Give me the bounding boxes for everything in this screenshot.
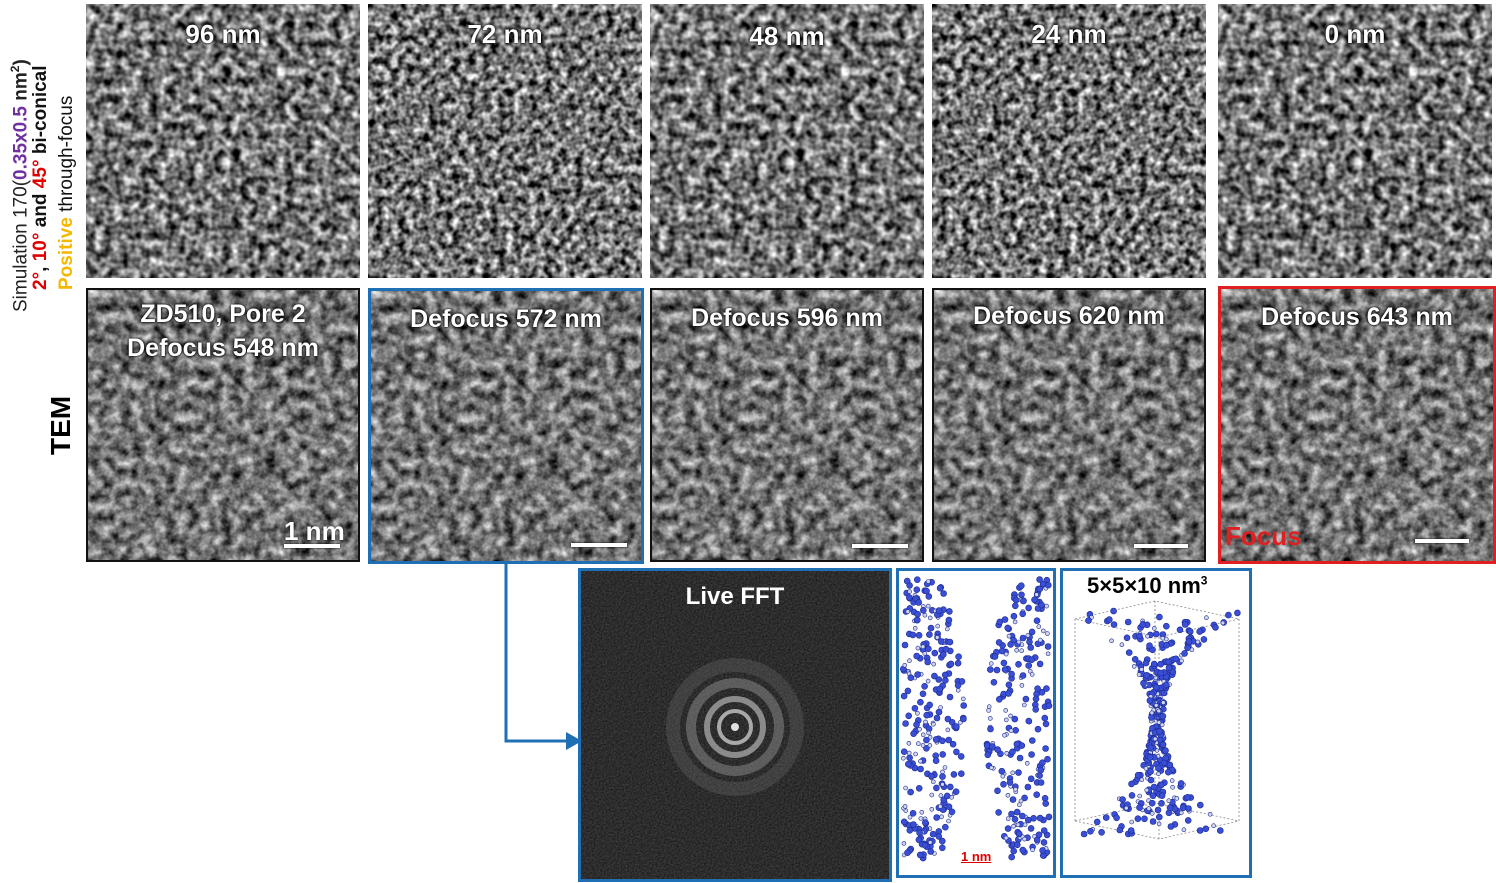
tem-panel-596: Defocus 596 nm — [650, 288, 924, 562]
fft-image — [581, 571, 889, 879]
cone-angles-label: 2°, 10° and 45° bi-conical — [30, 65, 52, 290]
sim-noise-image — [650, 4, 924, 278]
biconical-text: bi-conical — [30, 65, 51, 160]
tem-noise-image — [652, 290, 922, 560]
sim-defocus-label: 72 nm — [467, 19, 543, 49]
angle-and: and — [30, 188, 51, 233]
sim-noise-image — [368, 4, 642, 278]
scale-bar — [852, 544, 908, 548]
sim-panel-0: 0 nm — [1218, 4, 1492, 278]
sim-defocus-label: 24 nm — [1031, 19, 1107, 49]
sim-noise-image — [1218, 4, 1492, 278]
sim-label-unit: nm — [10, 72, 32, 106]
model-size-sup: 3 — [1200, 573, 1208, 588]
fft-label: Live FFT — [685, 583, 785, 610]
scale-bar — [284, 544, 340, 548]
sim-noise-image — [932, 4, 1206, 278]
model-3d-panel: 5×5×10 nm3 — [1060, 568, 1252, 878]
tem-noise-image — [934, 290, 1204, 560]
angle-2: 2° — [30, 271, 51, 290]
sim-panel-72: 72 nm — [368, 4, 642, 278]
tem-panel-643: Defocus 643 nm Focus — [1218, 286, 1496, 564]
tem-defocus-label: Defocus 572 nm — [410, 305, 602, 333]
tem-defocus-label: Defocus 643 nm — [1261, 303, 1453, 331]
scale-bar — [1415, 539, 1469, 543]
tem-noise-image — [371, 291, 641, 561]
tem-defocus-label: Defocus 548 nm — [127, 334, 319, 362]
through-focus-text: through-focus — [56, 95, 77, 218]
biconical-pore-model-image — [1074, 600, 1241, 840]
tem-panel-620: Defocus 620 nm — [932, 288, 1206, 562]
tem-panel-572: Defocus 572 nm — [368, 288, 644, 564]
sim-label-prefix: Simulation 170( — [10, 179, 32, 312]
focus-label: Focus — [1225, 521, 1302, 551]
scale-bar — [571, 543, 627, 547]
fft-panel: Live FFT — [578, 568, 892, 882]
sim-label-end: ) — [10, 59, 32, 66]
tem-noise-image — [88, 290, 358, 560]
sim-label-sup: 2 — [8, 65, 22, 73]
tem-noise-image — [1221, 289, 1493, 561]
slice-scale-label: 1 nm — [961, 849, 992, 864]
sim-label-value: 0.35x0.5 — [10, 106, 32, 180]
model-size-main: 5×5×10 nm — [1087, 573, 1201, 598]
tem-defocus-label: Defocus 596 nm — [691, 304, 883, 332]
tem-sample-label: ZD510, Pore 2 — [140, 300, 306, 328]
sim-defocus-label: 96 nm — [185, 19, 261, 49]
connector-arrow — [504, 564, 582, 750]
angle-sep: , — [30, 261, 51, 272]
simulation-side-label: Simulation 170(0.35x0.5 nm2) — [4, 59, 32, 312]
model-size-label: 5×5×10 nm3 — [1087, 573, 1207, 599]
scale-bar-label: 1 nm — [284, 516, 345, 546]
sim-panel-24: 24 nm — [932, 4, 1206, 278]
positive-text: Positive — [56, 217, 77, 290]
tem-label: TEM — [45, 395, 76, 455]
sim-noise-image — [86, 4, 360, 278]
angle-45: 45° — [30, 159, 51, 189]
angle-10: 10° — [30, 232, 51, 262]
model-slice-panel: 1 nm — [896, 568, 1056, 878]
sim-panel-96: 96 nm — [86, 4, 360, 278]
atomic-slice-image — [900, 576, 1053, 862]
scale-bar — [1134, 544, 1188, 548]
sim-panel-48: 48 nm — [650, 4, 924, 278]
tem-panel-548: ZD510, Pore 2 Defocus 548 nm 1 nm — [86, 288, 360, 562]
sim-defocus-label: 0 nm — [1324, 19, 1386, 49]
through-focus-label: Positive through-focus — [56, 96, 78, 290]
tem-defocus-label: Defocus 620 nm — [973, 302, 1165, 330]
sim-defocus-label: 48 nm — [749, 21, 825, 51]
